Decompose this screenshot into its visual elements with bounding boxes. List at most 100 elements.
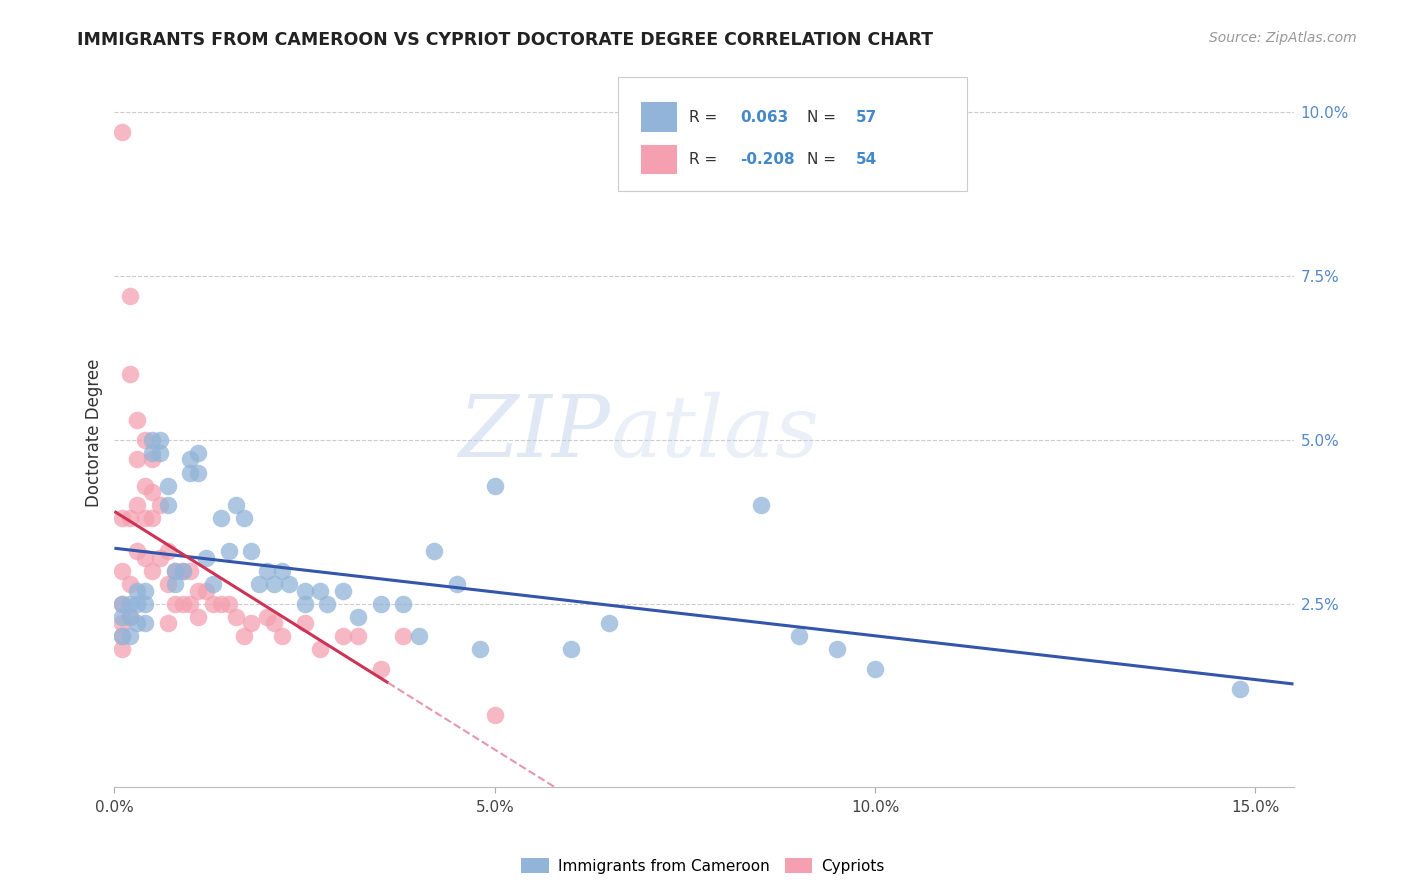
Point — [278, 577, 301, 591]
Point — [134, 550, 156, 565]
Point — [118, 289, 141, 303]
Point — [202, 577, 225, 591]
Point — [134, 583, 156, 598]
Point — [218, 544, 240, 558]
Point — [256, 564, 278, 578]
Point — [179, 466, 201, 480]
Point — [127, 597, 149, 611]
Point — [149, 499, 172, 513]
Point — [218, 597, 240, 611]
Point — [149, 550, 172, 565]
Point — [149, 446, 172, 460]
Point — [127, 452, 149, 467]
Point — [270, 629, 292, 643]
Point — [468, 642, 491, 657]
Point — [240, 616, 263, 631]
Point — [392, 629, 415, 643]
Text: IMMIGRANTS FROM CAMEROON VS CYPRIOT DOCTORATE DEGREE CORRELATION CHART: IMMIGRANTS FROM CAMEROON VS CYPRIOT DOCT… — [77, 31, 934, 49]
Point — [484, 478, 506, 492]
Point — [134, 616, 156, 631]
FancyBboxPatch shape — [641, 145, 676, 174]
Point — [134, 433, 156, 447]
Point — [263, 577, 285, 591]
Point — [598, 616, 620, 631]
Point — [127, 583, 149, 598]
Point — [118, 368, 141, 382]
Text: atlas: atlas — [610, 392, 818, 475]
Point — [165, 577, 187, 591]
Point — [308, 642, 330, 657]
Point — [172, 564, 194, 578]
Point — [156, 544, 179, 558]
Point — [232, 629, 254, 643]
Point — [179, 564, 201, 578]
Point — [111, 125, 134, 139]
Point — [134, 597, 156, 611]
Point — [202, 597, 225, 611]
Point — [141, 433, 163, 447]
Point — [194, 550, 217, 565]
Point — [1229, 681, 1251, 696]
Point — [127, 544, 149, 558]
Text: R =: R = — [689, 110, 721, 125]
Point — [111, 564, 134, 578]
Point — [111, 616, 134, 631]
Point — [247, 577, 270, 591]
Text: N =: N = — [807, 152, 841, 167]
Text: N =: N = — [807, 110, 841, 125]
Point — [187, 466, 209, 480]
Text: -0.208: -0.208 — [741, 152, 796, 167]
Point — [863, 662, 886, 676]
Text: 57: 57 — [856, 110, 877, 125]
Text: 0.063: 0.063 — [741, 110, 789, 125]
Point — [179, 452, 201, 467]
Point — [209, 511, 232, 525]
Point — [111, 511, 134, 525]
Point — [111, 609, 134, 624]
Point — [127, 616, 149, 631]
Point — [263, 616, 285, 631]
Point — [294, 583, 316, 598]
Point — [165, 597, 187, 611]
Point — [118, 577, 141, 591]
Point — [156, 577, 179, 591]
Point — [225, 499, 247, 513]
Point — [141, 564, 163, 578]
Point — [111, 629, 134, 643]
Point — [111, 642, 134, 657]
Point — [118, 629, 141, 643]
Point — [141, 485, 163, 500]
Point — [149, 433, 172, 447]
Point — [446, 577, 468, 591]
Point — [392, 597, 415, 611]
Point — [232, 511, 254, 525]
Point — [560, 642, 582, 657]
Point — [118, 597, 141, 611]
Point — [156, 499, 179, 513]
Point — [347, 629, 370, 643]
Point — [111, 597, 134, 611]
Point — [172, 597, 194, 611]
Point — [111, 597, 134, 611]
Point — [270, 564, 292, 578]
Point — [294, 616, 316, 631]
Y-axis label: Doctorate Degree: Doctorate Degree — [86, 359, 103, 508]
Point — [127, 413, 149, 427]
Point — [332, 583, 354, 598]
Point — [118, 609, 141, 624]
Point — [749, 499, 772, 513]
Point — [294, 597, 316, 611]
FancyBboxPatch shape — [641, 103, 676, 132]
Point — [127, 499, 149, 513]
Point — [141, 446, 163, 460]
Text: Source: ZipAtlas.com: Source: ZipAtlas.com — [1209, 31, 1357, 45]
Point — [156, 616, 179, 631]
Point — [187, 609, 209, 624]
Point — [370, 597, 392, 611]
Point — [370, 662, 392, 676]
Point — [141, 452, 163, 467]
Point — [165, 564, 187, 578]
Point — [118, 511, 141, 525]
Point — [118, 609, 141, 624]
Point — [187, 583, 209, 598]
